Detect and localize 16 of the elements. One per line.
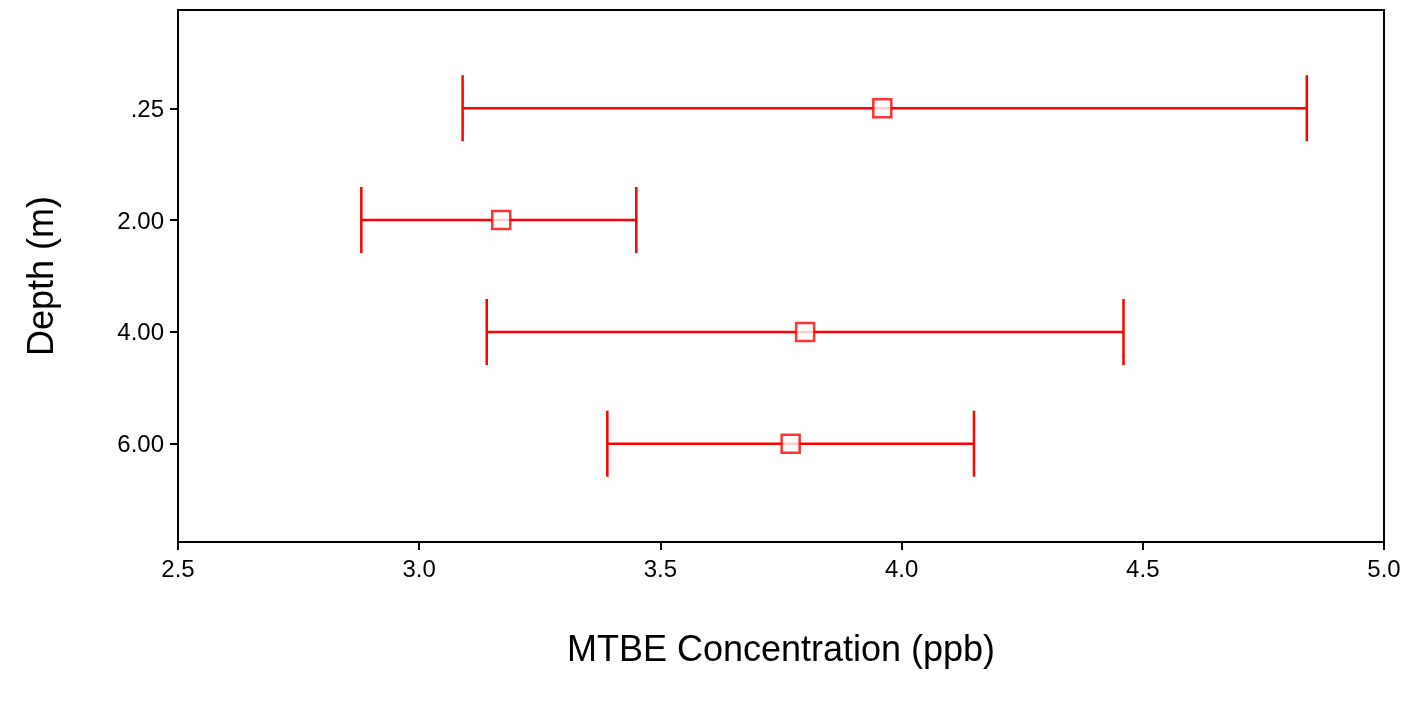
x-axis-title: MTBE Concentration (ppb) bbox=[566, 627, 996, 669]
y-tick-label: 4.00 bbox=[117, 318, 164, 346]
point bbox=[490, 209, 512, 231]
point bbox=[872, 98, 893, 119]
x-tick-label: 3.0 bbox=[402, 554, 436, 582]
x-tick-label: 4.0 bbox=[884, 554, 919, 582]
y-tick-label: .25 bbox=[130, 94, 164, 122]
x-tick-label: 2.5 bbox=[161, 554, 195, 582]
x-tick-label: 3.5 bbox=[643, 554, 678, 582]
point bbox=[780, 433, 801, 454]
y-tick-label: 6.00 bbox=[117, 430, 164, 458]
y-tick-label: 2.00 bbox=[117, 206, 164, 234]
point bbox=[794, 321, 816, 343]
y-axis-title: Depth (m) bbox=[19, 195, 61, 357]
x-tick-label: 5.0 bbox=[1367, 554, 1401, 582]
x-tick-label: 4.5 bbox=[1126, 554, 1160, 582]
